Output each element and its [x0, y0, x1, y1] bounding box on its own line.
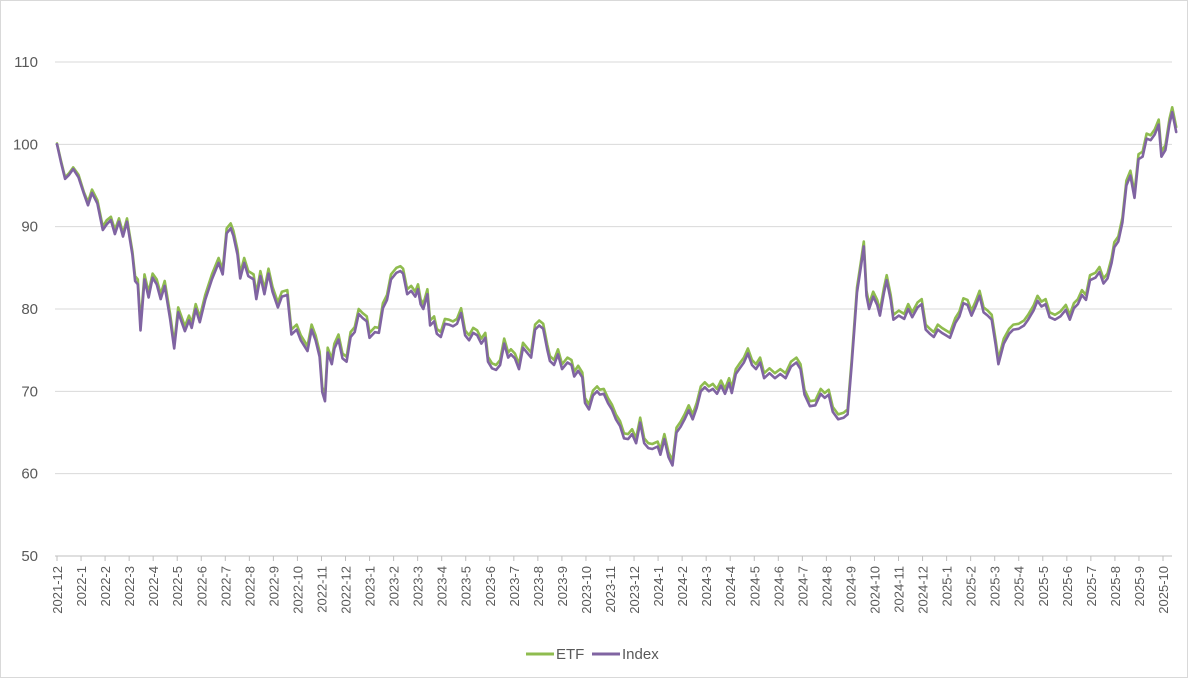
- x-tick-label: 2024-6: [771, 566, 786, 606]
- x-tick-label: 2025-2: [964, 566, 979, 606]
- y-tick-label: 50: [21, 548, 38, 565]
- x-tick-label: 2024-8: [819, 566, 834, 606]
- x-tick-label: 2023-10: [579, 566, 594, 614]
- x-tick-label: 2022-2: [98, 566, 113, 606]
- y-axis-tick-labels: 50 60 70 80 90 100 110: [13, 54, 38, 565]
- x-tick-label: 2025-10: [1156, 566, 1171, 614]
- y-tick-label: 80: [21, 301, 38, 318]
- x-tick-label: 2023-8: [531, 566, 546, 606]
- x-tick-label: 2023-4: [435, 566, 450, 606]
- x-tick-label: 2024-11: [892, 566, 907, 613]
- x-tick-label: 2025-1: [940, 566, 955, 606]
- x-tick-label: 2022-5: [170, 566, 185, 606]
- y-tick-label: 100: [13, 136, 38, 153]
- x-tick-label: 2024-1: [651, 566, 666, 606]
- y-tick-label: 90: [21, 219, 38, 236]
- x-tick-label: 2022-4: [146, 566, 161, 606]
- x-tick-label: 2021-12: [50, 566, 65, 614]
- x-tick-label: 2023-12: [627, 566, 642, 614]
- x-tick-label: 2024-3: [699, 566, 714, 606]
- x-tick-label: 2022-1: [74, 566, 89, 606]
- x-tick-label: 2024-5: [747, 566, 762, 606]
- x-tick-label: 2023-2: [387, 566, 402, 606]
- x-tick-label: 2022-8: [242, 566, 257, 606]
- x-tick-label: 2022-12: [339, 566, 354, 614]
- legend: ETF Index: [526, 646, 659, 663]
- x-tick-label: 2025-6: [1060, 566, 1075, 606]
- x-tick-label: 2022-7: [218, 566, 233, 606]
- x-tick-label: 2023-3: [411, 566, 426, 606]
- x-tick-label: 2023-5: [459, 566, 474, 606]
- x-tick-label: 2025-5: [1036, 566, 1051, 606]
- x-tick-label: 2024-7: [795, 566, 810, 606]
- x-tick-label: 2023-9: [555, 566, 570, 606]
- series-line-index: [55, 110, 1178, 467]
- legend-label-index: Index: [622, 646, 659, 663]
- x-tick-label: 2024-4: [723, 566, 738, 606]
- x-tick-label: 2023-1: [363, 566, 378, 606]
- x-tick-label: 2024-10: [867, 566, 882, 614]
- x-tick-label: 2025-7: [1084, 566, 1099, 606]
- series-line-etf: [55, 106, 1178, 462]
- gridlines: [55, 61, 1172, 557]
- x-axis: 2021-12 2022-1 2022-2 2022-3 2022-4 2022-5 202…: [50, 556, 1171, 614]
- x-tick-label: 2022-11: [314, 566, 329, 613]
- x-tick-label: 2025-9: [1132, 566, 1147, 606]
- x-tick-label: 2024-9: [843, 566, 858, 606]
- series-lines: [55, 106, 1178, 467]
- x-tick-label: 2024-12: [916, 566, 931, 614]
- y-tick-label: 60: [21, 466, 38, 483]
- x-tick-label: 2022-3: [122, 566, 137, 606]
- x-tick-label: 2023-6: [483, 566, 498, 606]
- x-tick-label: 2025-8: [1108, 566, 1123, 606]
- x-tick-label: 2022-10: [290, 566, 305, 614]
- legend-label-etf: ETF: [556, 646, 584, 663]
- x-tick-label: 2022-6: [194, 566, 209, 606]
- x-tick-label: 2025-4: [1012, 566, 1027, 606]
- x-tick-label: 2022-9: [266, 566, 281, 606]
- x-tick-label: 2023-7: [507, 566, 522, 606]
- y-tick-label: 110: [14, 54, 38, 71]
- x-tick-label: 2024-2: [675, 566, 690, 606]
- x-tick-label: 2023-11: [603, 566, 618, 613]
- y-tick-label: 70: [21, 383, 38, 400]
- x-tick-label: 2025-3: [988, 566, 1003, 606]
